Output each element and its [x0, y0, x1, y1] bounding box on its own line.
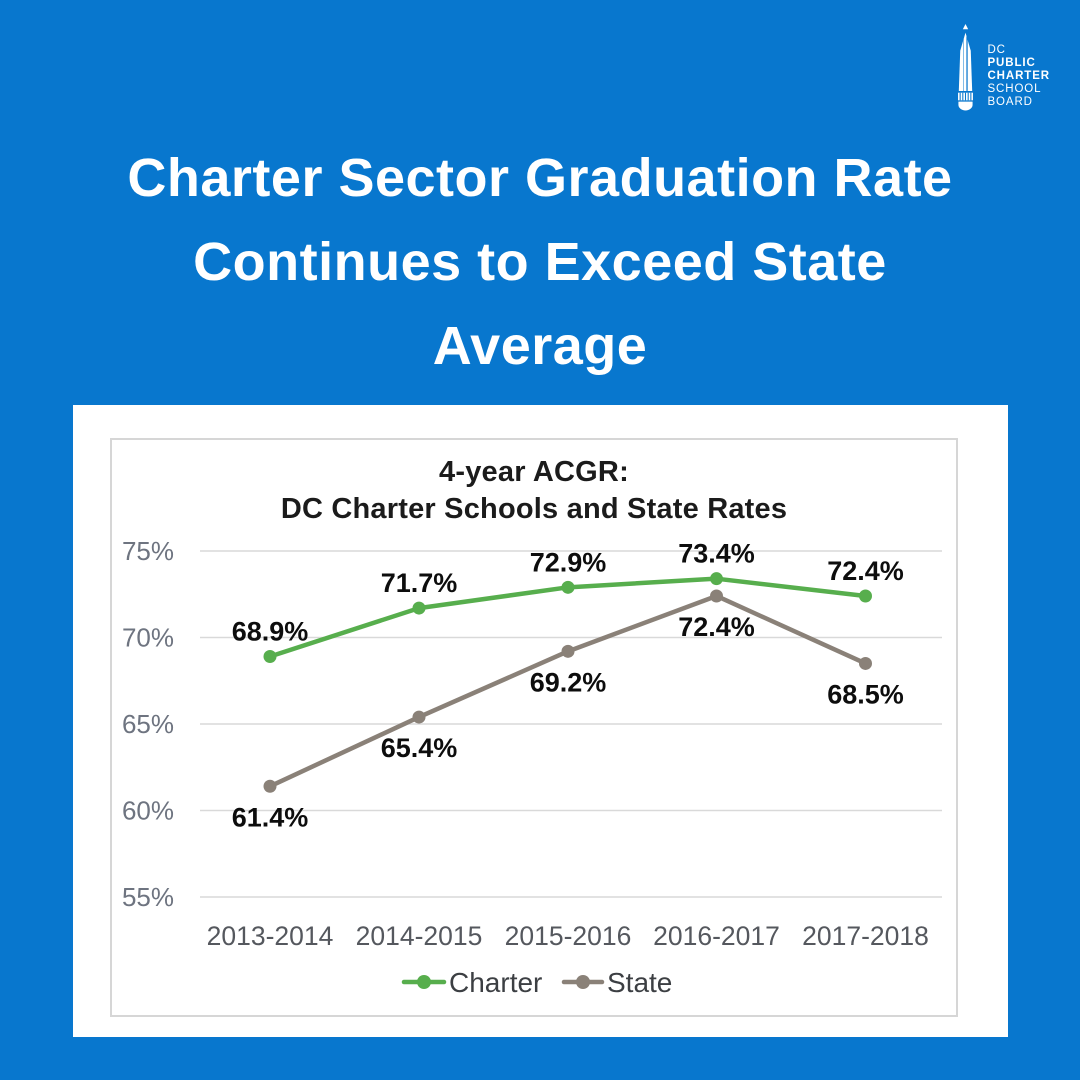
chart-title-line-2: DC Charter Schools and State Rates [280, 493, 788, 525]
y-tick-label: 75% [122, 536, 174, 566]
data-point-charter [561, 580, 575, 594]
data-label-charter: 71.7% [381, 568, 458, 598]
page-title-line-3: Average [432, 316, 648, 376]
data-label-charter: 72.9% [530, 547, 607, 577]
chart-frame: 4-year ACGR: DC Charter Schools and Stat… [110, 438, 958, 1017]
chart-plot: 55% 60% 65% 70% 75% 68.9% 71.7% 72.9% 73.4% 72.4%… [122, 536, 942, 998]
data-label-state: 61.4% [232, 802, 309, 832]
x-tick-label: 2014-2015 [356, 921, 483, 951]
logo-line-school: SCHOOL [987, 83, 1042, 95]
data-point-charter [412, 601, 426, 615]
data-label-charter: 72.4% [827, 556, 904, 586]
pencil-monument-icon [958, 24, 974, 111]
data-point-state [710, 589, 723, 603]
legend-marker-state [576, 975, 590, 989]
data-label-state: 65.4% [381, 733, 458, 763]
data-point-state [859, 656, 872, 670]
data-point-state [263, 779, 277, 793]
legend-marker-charter [417, 975, 431, 989]
x-tick-label: 2015-2016 [505, 921, 632, 951]
logo-line-public: PUBLIC [987, 57, 1036, 69]
y-tick-label: 65% [122, 709, 174, 739]
data-label-state: 69.2% [530, 667, 607, 697]
logo-line-charter: CHARTER [987, 70, 1050, 82]
data-point-state [412, 710, 426, 724]
data-label-state: 72.4% [678, 612, 755, 642]
chart-title-line-1: 4-year ACGR: [439, 456, 629, 488]
chart-card: 4-year ACGR: DC Charter Schools and Stat… [73, 405, 1008, 1037]
x-tick-label: 2016-2017 [653, 921, 780, 951]
logo-wordmark: DC PUBLIC CHARTER SCHOOL BOARD [987, 44, 1050, 112]
chart-title: 4-year ACGR: DC Charter Schools and Stat… [112, 440, 956, 528]
x-tick-label: 2013-2014 [207, 921, 334, 951]
data-point-charter [859, 589, 872, 603]
logo-line-dc: DC [987, 44, 1006, 56]
x-tick-label: 2017-2018 [802, 921, 929, 951]
dcpcsb-logo: DC PUBLIC CHARTER SCHOOL BOARD [952, 24, 1050, 112]
logo-line-board: BOARD [987, 96, 1033, 108]
legend-label-charter: Charter [449, 967, 542, 998]
y-tick-label: 55% [122, 882, 174, 912]
data-point-charter [710, 572, 723, 586]
y-tick-label: 60% [122, 796, 174, 826]
data-point-charter [263, 650, 277, 664]
page-title-line-2: Continues to Exceed State [193, 232, 887, 292]
data-label-state: 68.5% [827, 679, 904, 709]
y-tick-label: 70% [122, 623, 174, 653]
page-title: Charter Sector Graduation Rate Continues… [0, 136, 1080, 388]
legend-label-state: State [607, 967, 672, 998]
data-label-charter: 68.9% [232, 617, 309, 647]
data-point-state [561, 644, 575, 658]
data-label-charter: 73.4% [678, 539, 755, 569]
page-title-line-1: Charter Sector Graduation Rate [127, 148, 953, 208]
